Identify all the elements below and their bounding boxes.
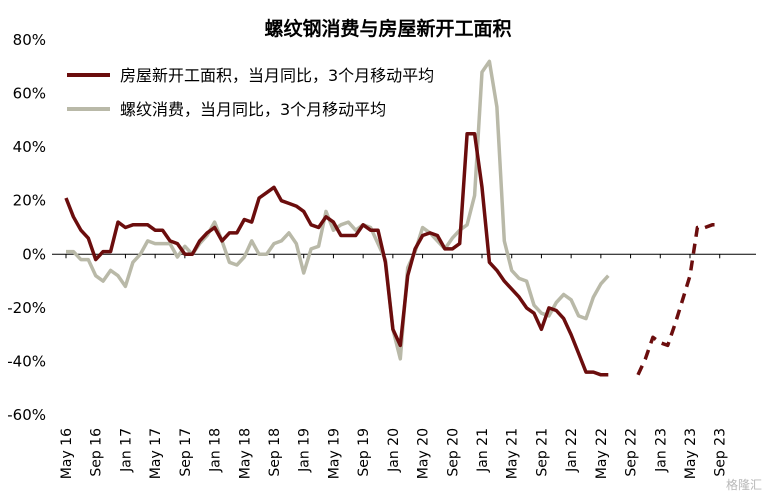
- x-tick-label: Jan 18: [208, 428, 224, 473]
- legend-label-housing: 房屋新开工面积，当月同比，3个月移动平均: [120, 66, 434, 85]
- x-tick-label: May 21: [505, 428, 521, 479]
- legend: 房屋新开工面积，当月同比，3个月移动平均 螺纹消费，当月同比，3个月移动平均: [67, 66, 434, 119]
- y-tick-label: -40%: [7, 352, 46, 370]
- x-tick-label: Jan 23: [653, 428, 669, 473]
- y-tick-label: 20%: [13, 192, 46, 210]
- x-axis: May 16 Sep 16 Jan 17 May 17 Sep 17 Jan 18 May …: [52, 253, 756, 479]
- y-tick-label: 40%: [13, 138, 46, 156]
- x-tick-label: Sep 17: [178, 428, 194, 477]
- x-tick-label: Jan 20: [386, 428, 402, 473]
- x-tick-label: Sep 22: [624, 428, 640, 477]
- x-tick-label: Sep 19: [356, 428, 372, 477]
- x-tick-label: Jan 22: [564, 428, 580, 473]
- y-axis: -60% -40% -20% 0% 20% 40% 60% 80%: [7, 31, 46, 424]
- x-tick-label: May 20: [416, 428, 432, 479]
- x-tick-label: Jan 21: [475, 428, 491, 473]
- x-tick-label: May 18: [237, 428, 253, 479]
- series-layer: [64, 59, 720, 377]
- chart-title: 螺纹钢消费与房屋新开工面积: [264, 17, 511, 40]
- y-tick-label: 80%: [13, 31, 46, 49]
- x-tick-label: Jan 19: [297, 428, 313, 473]
- watermark-text: 格隆汇: [726, 477, 762, 492]
- x-tick-label: May 16: [59, 428, 75, 479]
- x-tick-label: Sep 20: [445, 428, 461, 477]
- x-tick-label: Sep 23: [713, 428, 729, 477]
- x-tick-label: Sep 21: [534, 428, 550, 477]
- series-line-0: [64, 131, 609, 377]
- y-tick-label: 0%: [22, 245, 46, 263]
- x-tick-label: May 19: [326, 428, 342, 479]
- y-tick-label: -20%: [7, 299, 46, 317]
- x-tick-label: Sep 16: [89, 428, 105, 477]
- x-tick-label: Jan 17: [118, 428, 134, 473]
- legend-label-rebar: 螺纹消费，当月同比，3个月移动平均: [120, 100, 386, 119]
- y-tick-label: 60%: [13, 85, 46, 103]
- x-tick-label: Sep 18: [267, 428, 283, 477]
- x-tick-label: May 17: [148, 428, 164, 479]
- x-tick-label: May 22: [594, 428, 610, 479]
- series-line-1: [636, 223, 720, 376]
- y-tick-label: -60%: [7, 406, 46, 424]
- x-tick-label: May 23: [683, 428, 699, 479]
